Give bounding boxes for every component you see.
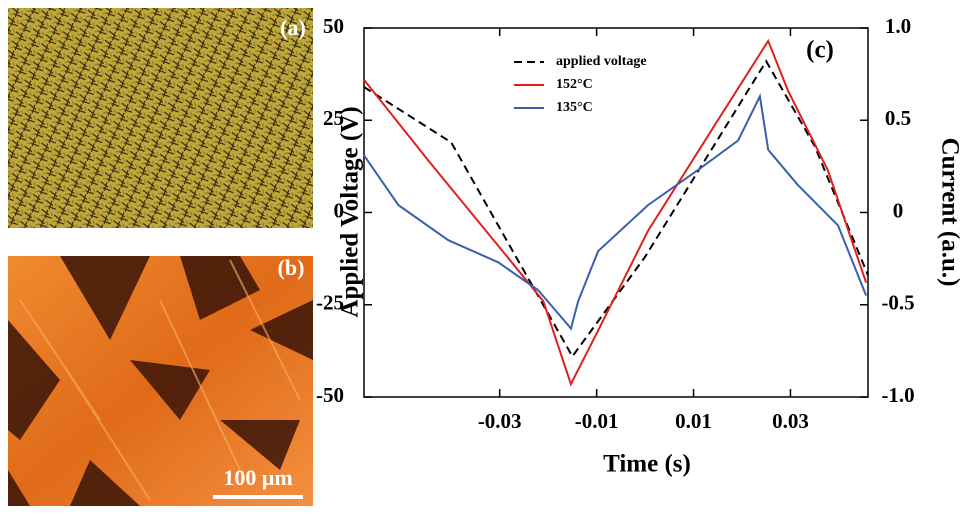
x-axis-title: Time (s) xyxy=(603,451,691,478)
series-line xyxy=(363,38,868,387)
y-tick-label: -50 xyxy=(316,383,344,407)
y2-tick-label: -1.0 xyxy=(881,383,914,407)
x-tick-label: -0.01 xyxy=(575,409,619,433)
micrograph-b xyxy=(8,256,313,506)
x-tick-label: -0.03 xyxy=(478,409,522,433)
series-line xyxy=(363,59,869,359)
scale-bar-label: 100 μm xyxy=(223,465,292,490)
legend-label: applied voltage xyxy=(556,54,647,69)
panel-label: (b) xyxy=(278,255,305,280)
y2-tick-label: -0.5 xyxy=(881,291,914,315)
y2-axis-title: Current (a.u.) xyxy=(936,138,963,287)
panel-label: (a) xyxy=(280,15,306,40)
series-line xyxy=(363,93,868,331)
x-tick-label: 0.03 xyxy=(772,409,809,433)
panel-label: (c) xyxy=(806,37,834,64)
y-tick-label: -25 xyxy=(316,291,344,315)
x-tick-label: 0.01 xyxy=(675,409,712,433)
legend-label: 135°C xyxy=(556,100,593,115)
y-tick-label: 0 xyxy=(334,198,345,222)
y-axis-title: Applied Voltage (V) xyxy=(337,106,364,317)
legend-label: 152°C xyxy=(556,77,593,92)
y2-tick-label: 1.0 xyxy=(885,14,911,38)
plot-frame xyxy=(363,27,869,398)
y-tick-label: 25 xyxy=(323,106,344,130)
micrograph-a xyxy=(8,8,313,228)
y2-tick-label: 0 xyxy=(893,198,904,222)
y2-tick-label: 0.5 xyxy=(885,106,911,130)
y-tick-label: 50 xyxy=(323,14,344,38)
